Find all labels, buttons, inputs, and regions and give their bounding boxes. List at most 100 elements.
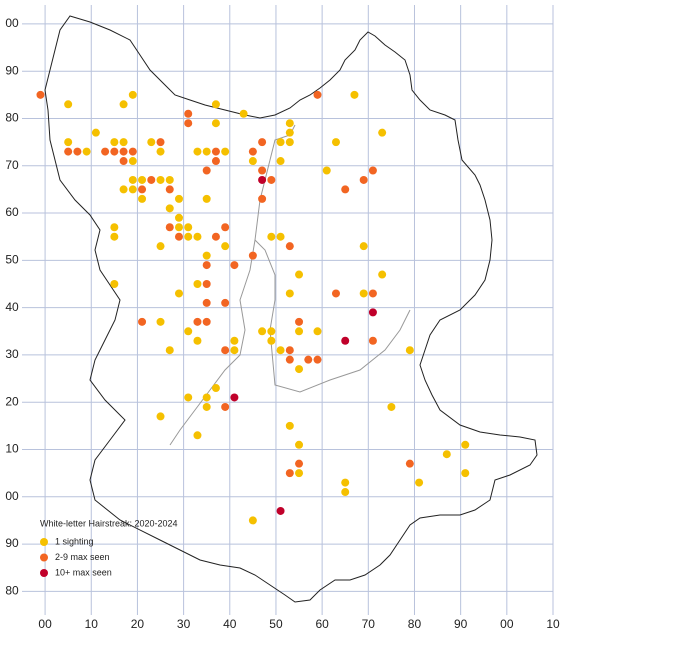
record-dot: [138, 185, 147, 194]
record-dot: [202, 251, 211, 260]
record-dot: [202, 298, 211, 307]
record-dot: [165, 175, 174, 184]
record-dot: [73, 147, 82, 156]
x-tick-label: 80: [408, 617, 422, 631]
record-dot: [378, 270, 387, 279]
x-tick-label: 40: [223, 617, 237, 631]
record-dot: [230, 393, 239, 402]
record-dot: [368, 308, 377, 317]
record-dot: [156, 412, 165, 421]
record-dot: [341, 185, 350, 194]
record-dot: [128, 90, 137, 99]
record-dot: [258, 175, 267, 184]
legend-swatch: [40, 569, 48, 577]
record-dot: [276, 138, 285, 147]
record-dot: [368, 289, 377, 298]
record-dot: [285, 128, 294, 137]
record-dot: [405, 346, 414, 355]
record-dot: [156, 175, 165, 184]
record-dot: [442, 450, 451, 459]
record-dot: [82, 147, 91, 156]
record-dot: [331, 138, 340, 147]
record-dot: [128, 175, 137, 184]
record-dot: [285, 421, 294, 430]
record-dot: [461, 469, 470, 478]
record-dot: [174, 194, 183, 203]
record-dot: [295, 317, 304, 326]
record-dot: [165, 204, 174, 213]
record-dot: [230, 346, 239, 355]
record-dot: [415, 478, 424, 487]
record-dot: [119, 185, 128, 194]
record-dot: [202, 279, 211, 288]
record-dot: [276, 506, 285, 515]
record-dot: [184, 232, 193, 241]
record-dot: [202, 166, 211, 175]
y-tick-label: 50: [5, 253, 19, 267]
record-dot: [165, 346, 174, 355]
record-dot: [276, 232, 285, 241]
record-dot: [267, 327, 276, 336]
record-dot: [156, 317, 165, 326]
x-tick-label: 30: [177, 617, 191, 631]
y-tick-label: 90: [5, 63, 19, 77]
record-dot: [184, 223, 193, 232]
record-dot: [350, 90, 359, 99]
record-dot: [202, 147, 211, 156]
y-tick-label: 30: [5, 347, 19, 361]
record-dot: [221, 298, 230, 307]
legend-label: 10+ max seen: [55, 567, 112, 577]
record-dot: [119, 157, 128, 166]
record-dot: [285, 138, 294, 147]
record-dot: [156, 242, 165, 251]
record-dot: [248, 516, 257, 525]
record-dot: [119, 147, 128, 156]
record-dot: [285, 119, 294, 128]
x-tick-label: 10: [85, 617, 99, 631]
record-dot: [258, 166, 267, 175]
legend-swatch: [40, 553, 48, 562]
record-dot: [202, 402, 211, 411]
y-tick-label: 90: [5, 536, 19, 550]
record-dot: [193, 279, 202, 288]
record-dot: [359, 242, 368, 251]
record-dot: [165, 223, 174, 232]
record-dot: [211, 100, 220, 109]
record-dot: [156, 138, 165, 147]
x-tick-label: 50: [269, 617, 283, 631]
record-dot: [258, 138, 267, 147]
y-tick-label: 10: [5, 442, 19, 456]
x-tick-label: 70: [362, 617, 376, 631]
record-dot: [295, 440, 304, 449]
record-dot: [202, 393, 211, 402]
record-dot: [184, 393, 193, 402]
record-dot: [359, 175, 368, 184]
y-tick-label: 70: [5, 158, 19, 172]
record-dot: [267, 175, 276, 184]
y-tick-label: 60: [5, 205, 19, 219]
record-dot: [211, 119, 220, 128]
record-dot: [221, 242, 230, 251]
record-dot: [230, 336, 239, 345]
record-dot: [174, 223, 183, 232]
record-dot: [110, 147, 119, 156]
record-dot: [368, 336, 377, 345]
record-dot: [267, 232, 276, 241]
record-dot: [64, 100, 73, 109]
legend-label: 1 sighting: [55, 536, 94, 546]
record-dot: [138, 194, 147, 203]
record-dot: [147, 175, 156, 184]
record-dot: [313, 327, 322, 336]
x-tick-label: 00: [500, 617, 514, 631]
y-tick-label: 80: [5, 584, 19, 598]
record-dot: [174, 232, 183, 241]
record-dot: [230, 261, 239, 270]
record-dot: [193, 336, 202, 345]
record-dot: [313, 90, 322, 99]
record-dot: [295, 327, 304, 336]
legend-label: 2-9 max seen: [55, 552, 110, 562]
record-dot: [221, 402, 230, 411]
record-dot: [174, 213, 183, 222]
grid: [22, 5, 554, 615]
